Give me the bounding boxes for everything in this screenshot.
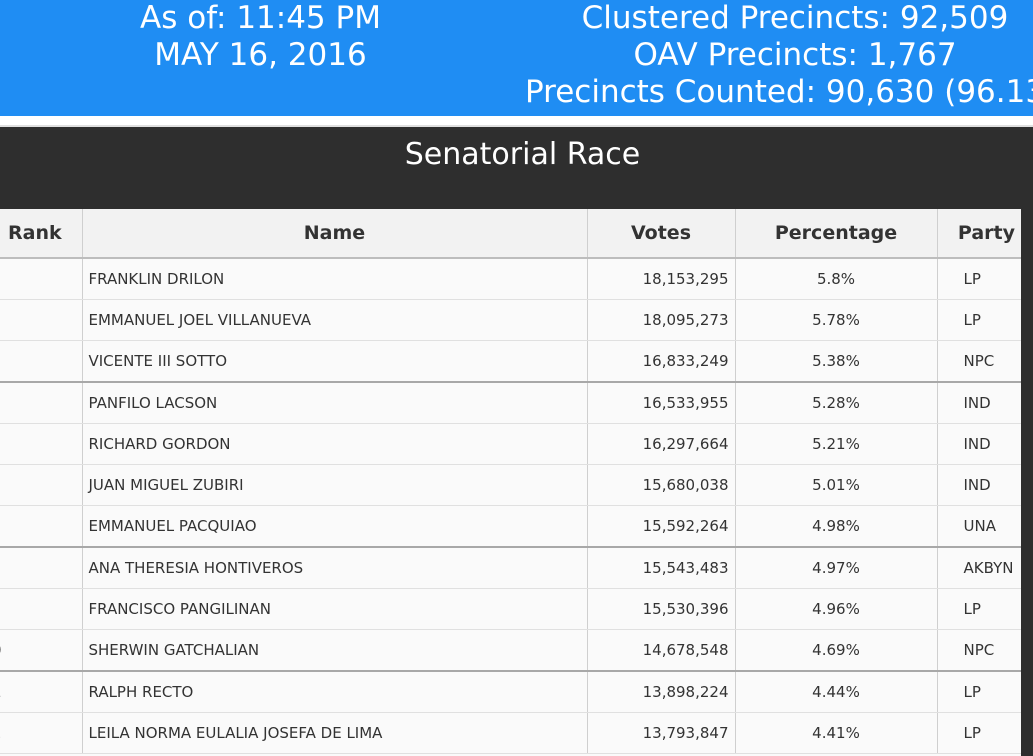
- name-cell: FRANCISCO PANGILINAN: [82, 588, 588, 630]
- votes-cell: 18,153,295: [587, 258, 736, 300]
- votes-cell: 14,678,548: [587, 629, 736, 672]
- rank-value: 0: [0, 641, 2, 659]
- percentage-cell: 5.28%: [735, 381, 938, 424]
- column-header-rank[interactable]: Rank: [0, 209, 83, 259]
- header-gap: [0, 116, 1033, 125]
- rank-cell: 1: [0, 670, 83, 713]
- rank-value: 1: [0, 683, 2, 701]
- rank-cell: [0, 381, 83, 424]
- percentage-cell: 4.98%: [735, 505, 938, 548]
- name-cell: PANFILO LACSON: [82, 381, 588, 424]
- name-cell: EMMANUEL JOEL VILLANUEVA: [82, 299, 588, 341]
- table-row: 1 RALPH RECTO 13,898,224 4.44% LP: [0, 670, 1021, 713]
- rank-cell: [0, 340, 83, 383]
- rank-value: 2: [0, 724, 2, 742]
- votes-cell: 13,898,224: [587, 670, 736, 713]
- votes-cell: 15,530,396: [587, 588, 736, 630]
- party-cell: NPC: [937, 629, 1021, 672]
- votes-cell: 15,680,038: [587, 464, 736, 506]
- party-cell: LP: [937, 588, 1021, 630]
- clustered-precincts: Clustered Precincts: 92,509: [581, 0, 1009, 36]
- votes-cell: 15,592,264: [587, 505, 736, 548]
- party-cell: LP: [937, 670, 1021, 713]
- table-row: EMMANUEL JOEL VILLANUEVA 18,095,273 5.78…: [0, 299, 1021, 341]
- precinct-stats: Clustered Precincts: 92,509 OAV Precinct…: [525, 0, 1033, 111]
- table-row: FRANKLIN DRILON 18,153,295 5.8% LP: [0, 258, 1021, 300]
- name-cell: JUAN MIGUEL ZUBIRI: [82, 464, 588, 506]
- party-cell: IND: [937, 423, 1021, 465]
- party-cell: LP: [937, 299, 1021, 341]
- rank-cell: 0: [0, 629, 83, 672]
- votes-cell: 13,793,847: [587, 712, 736, 754]
- table-row: RICHARD GORDON 16,297,664 5.21% IND: [0, 423, 1021, 465]
- table-row: ANA THERESIA HONTIVEROS 15,543,483 4.97%…: [0, 546, 1021, 589]
- column-header-votes[interactable]: Votes: [587, 209, 736, 259]
- rank-cell: [0, 299, 83, 341]
- rank-cell: [0, 505, 83, 548]
- table-header-row: Rank Name Votes Percentage Party: [0, 209, 1021, 259]
- rank-cell: [0, 546, 83, 589]
- percentage-cell: 4.96%: [735, 588, 938, 630]
- votes-cell: 16,297,664: [587, 423, 736, 465]
- party-cell: UNA: [937, 505, 1021, 548]
- percentage-cell: 5.8%: [735, 258, 938, 300]
- table-row: JUAN MIGUEL ZUBIRI 15,680,038 5.01% IND: [0, 464, 1021, 506]
- name-cell: EMMANUEL PACQUIAO: [82, 505, 588, 548]
- party-cell: LP: [937, 712, 1021, 754]
- party-cell: IND: [937, 464, 1021, 506]
- percentage-cell: 5.78%: [735, 299, 938, 341]
- race-title-bar: Senatorial Race: [0, 125, 1033, 209]
- votes-cell: 16,833,249: [587, 340, 736, 383]
- party-cell: LP: [937, 258, 1021, 300]
- column-header-party[interactable]: Party: [937, 209, 1021, 259]
- table-row: VICENTE III SOTTO 16,833,249 5.38% NPC: [0, 340, 1021, 383]
- rank-cell: 2: [0, 712, 83, 754]
- party-cell: AKBYN: [937, 546, 1021, 589]
- table-row: PANFILO LACSON 16,533,955 5.28% IND: [0, 381, 1021, 424]
- votes-cell: 18,095,273: [587, 299, 736, 341]
- results-table-container[interactable]: Rank Name Votes Percentage Party FRANKLI…: [0, 209, 1021, 756]
- percentage-cell: 4.41%: [735, 712, 938, 754]
- name-cell: ANA THERESIA HONTIVEROS: [82, 546, 588, 589]
- rank-cell: [0, 258, 83, 300]
- rank-cell: [0, 588, 83, 630]
- percentage-cell: 4.97%: [735, 546, 938, 589]
- party-cell: IND: [937, 381, 1021, 424]
- as-of-date: MAY 16, 2016: [154, 37, 367, 73]
- table-row: 0 SHERWIN GATCHALIAN 14,678,548 4.69% NP…: [0, 629, 1021, 672]
- votes-cell: 15,543,483: [587, 546, 736, 589]
- party-cell: NPC: [937, 340, 1021, 383]
- name-cell: VICENTE III SOTTO: [82, 340, 588, 383]
- table-row: 2 LEILA NORMA EULALIA JOSEFA DE LIMA 13,…: [0, 712, 1021, 754]
- name-cell: LEILA NORMA EULALIA JOSEFA DE LIMA: [82, 712, 588, 754]
- precincts-counted: Precincts Counted: 90,630 (96.13%: [525, 74, 1033, 110]
- rank-cell: [0, 464, 83, 506]
- as-of-block: As of: 11:45 PM MAY 16, 2016: [88, 0, 433, 74]
- race-title: Senatorial Race: [404, 137, 641, 172]
- percentage-cell: 5.38%: [735, 340, 938, 383]
- table-row: FRANCISCO PANGILINAN 15,530,396 4.96% LP: [0, 588, 1021, 630]
- votes-cell: 16,533,955: [587, 381, 736, 424]
- right-edge-strip: [1021, 209, 1033, 756]
- results-header: As of: 11:45 PM MAY 16, 2016 Clustered P…: [0, 0, 1033, 116]
- name-cell: RALPH RECTO: [82, 670, 588, 713]
- name-cell: RICHARD GORDON: [82, 423, 588, 465]
- percentage-cell: 4.44%: [735, 670, 938, 713]
- percentage-cell: 4.69%: [735, 629, 938, 672]
- table-row: EMMANUEL PACQUIAO 15,592,264 4.98% UNA: [0, 505, 1021, 548]
- name-cell: FRANKLIN DRILON: [82, 258, 588, 300]
- name-cell: SHERWIN GATCHALIAN: [82, 629, 588, 672]
- rank-cell: [0, 423, 83, 465]
- oav-precincts: OAV Precincts: 1,767: [633, 37, 957, 73]
- percentage-cell: 5.01%: [735, 464, 938, 506]
- column-header-name[interactable]: Name: [82, 209, 588, 259]
- percentage-cell: 5.21%: [735, 423, 938, 465]
- column-header-percentage[interactable]: Percentage: [735, 209, 938, 259]
- as-of-time: As of: 11:45 PM: [140, 0, 381, 36]
- results-table: Rank Name Votes Percentage Party FRANKLI…: [0, 209, 1021, 754]
